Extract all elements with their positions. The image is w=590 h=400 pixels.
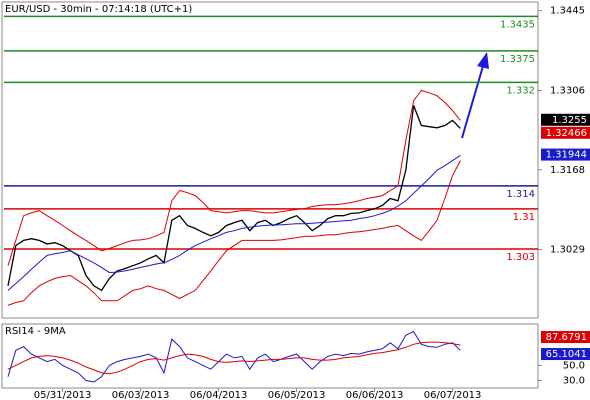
rsi-title: RSI14 - 9MA bbox=[5, 326, 66, 337]
level-label: 1.3375 bbox=[500, 54, 535, 65]
price-tag bbox=[541, 148, 590, 161]
level-label: 1.3435 bbox=[500, 19, 535, 30]
chart-title: EUR/USD - 30min - 07:14:18 (UTC+1) bbox=[5, 4, 192, 15]
price-tag bbox=[541, 126, 590, 139]
series-line bbox=[7, 105, 461, 292]
x-tick-label: 06/04/2013 bbox=[190, 390, 248, 400]
price-tag-label: 87.6791 bbox=[546, 332, 587, 343]
level-label: 1.31 bbox=[513, 212, 535, 223]
price-tag-label: 1.3255 bbox=[552, 115, 587, 126]
price-tag-label: 1.31944 bbox=[546, 150, 587, 161]
level-label: 1.332 bbox=[506, 85, 535, 96]
price-tag bbox=[541, 113, 590, 126]
y-tick-label: 1.3445 bbox=[550, 6, 585, 17]
arrow-head bbox=[477, 52, 489, 69]
rsi-frame bbox=[1, 323, 539, 389]
y-tick-label: 1.3029 bbox=[550, 245, 585, 256]
forecast-arrow bbox=[461, 52, 489, 139]
x-tick-label: 06/05/2013 bbox=[268, 390, 326, 400]
price-tag bbox=[541, 348, 590, 361]
level-label: 1.303 bbox=[506, 252, 535, 263]
price-tag-label: 65.1041 bbox=[546, 349, 587, 360]
x-tick-label: 06/06/2013 bbox=[346, 390, 404, 400]
y-tick-label: 1.3168 bbox=[550, 165, 585, 176]
price-frame bbox=[1, 1, 539, 319]
y-tick-label: 50.0 bbox=[563, 360, 585, 371]
series-line bbox=[7, 330, 461, 383]
series-line bbox=[7, 160, 461, 306]
y-tick-label: 1.3306 bbox=[550, 85, 585, 96]
series-line bbox=[7, 154, 461, 291]
price-tag bbox=[541, 331, 590, 344]
x-tick-label: 05/31/2013 bbox=[34, 390, 92, 400]
x-tick-label: 06/03/2013 bbox=[112, 390, 170, 400]
arrow-shaft bbox=[461, 65, 484, 139]
series-line bbox=[7, 89, 461, 266]
y-tick-label: 30.0 bbox=[563, 375, 585, 386]
series-line bbox=[7, 341, 461, 375]
price-tag-label: 1.32466 bbox=[546, 128, 587, 139]
level-label: 1.314 bbox=[506, 189, 535, 200]
x-tick-label: 06/07/2013 bbox=[424, 390, 482, 400]
